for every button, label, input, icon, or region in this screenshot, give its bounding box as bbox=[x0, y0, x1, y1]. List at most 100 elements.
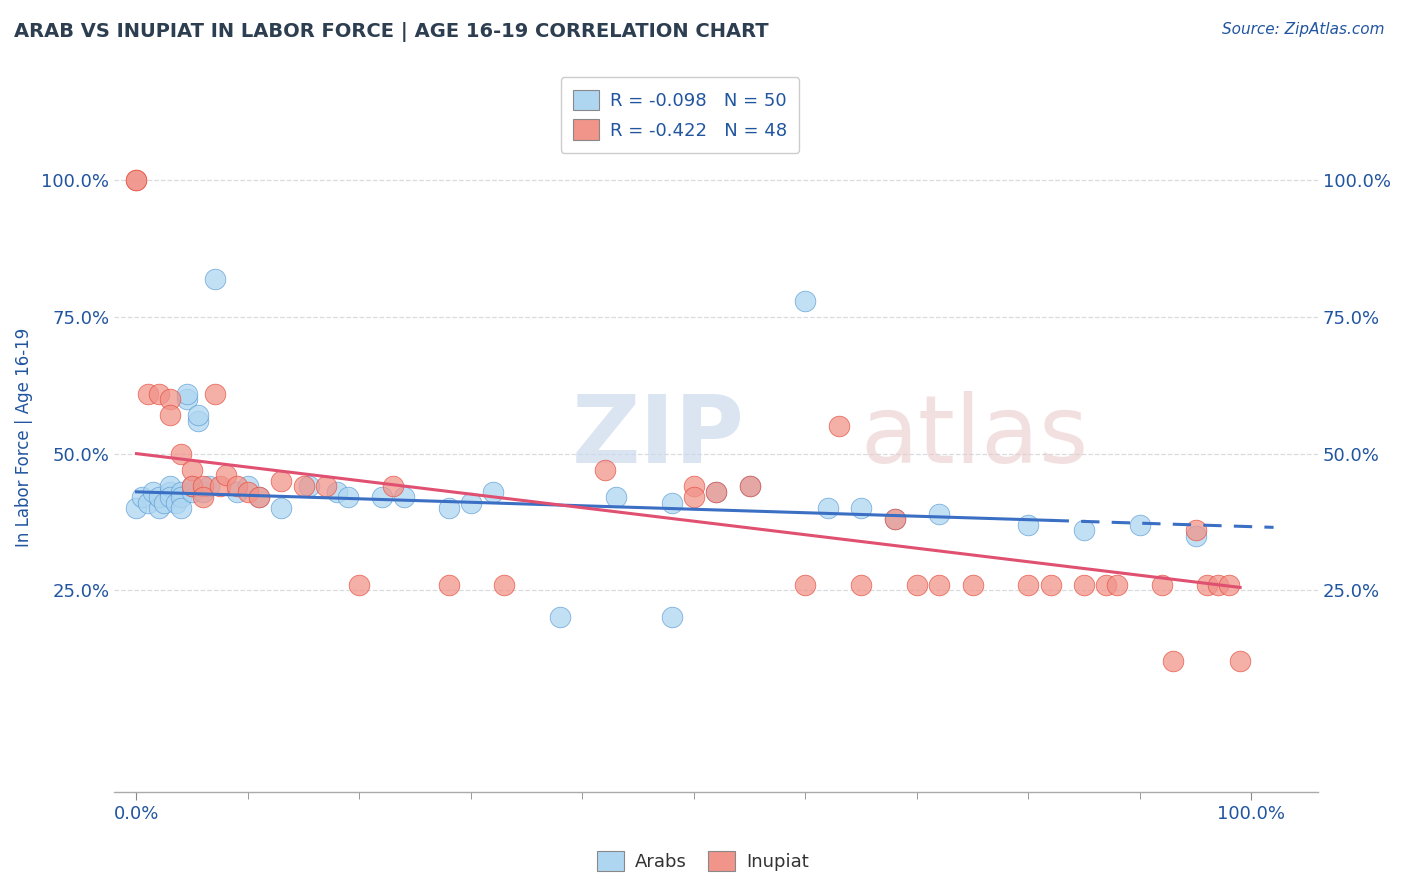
Point bbox=[1218, 578, 1240, 592]
Point bbox=[704, 484, 727, 499]
Point bbox=[159, 479, 181, 493]
Y-axis label: In Labor Force | Age 16-19: In Labor Force | Age 16-19 bbox=[15, 327, 32, 547]
Point bbox=[148, 491, 170, 505]
Legend: Arabs, Inupiat: Arabs, Inupiat bbox=[589, 844, 817, 879]
Point bbox=[247, 491, 270, 505]
Point bbox=[148, 386, 170, 401]
Point bbox=[828, 419, 851, 434]
Point bbox=[1152, 578, 1174, 592]
Point bbox=[125, 173, 148, 187]
Point bbox=[225, 484, 247, 499]
Point bbox=[883, 512, 905, 526]
Point bbox=[170, 501, 193, 516]
Point bbox=[181, 484, 204, 499]
Point bbox=[292, 479, 315, 493]
Point bbox=[187, 414, 209, 428]
Point bbox=[849, 501, 872, 516]
Point bbox=[193, 484, 215, 499]
Point bbox=[661, 610, 683, 624]
Point bbox=[1107, 578, 1129, 592]
Point bbox=[683, 479, 706, 493]
Point bbox=[1184, 528, 1206, 542]
Point bbox=[209, 479, 232, 493]
Point bbox=[298, 479, 321, 493]
Point bbox=[165, 496, 187, 510]
Point bbox=[381, 479, 404, 493]
Point bbox=[170, 447, 193, 461]
Point bbox=[794, 293, 817, 308]
Point bbox=[142, 484, 165, 499]
Point bbox=[928, 507, 950, 521]
Point bbox=[315, 479, 337, 493]
Point bbox=[170, 491, 193, 505]
Point bbox=[661, 496, 683, 510]
Point bbox=[159, 392, 181, 406]
Point bbox=[270, 501, 292, 516]
Point bbox=[494, 578, 516, 592]
Point bbox=[1206, 578, 1229, 592]
Point bbox=[176, 386, 198, 401]
Text: Source: ZipAtlas.com: Source: ZipAtlas.com bbox=[1222, 22, 1385, 37]
Text: ZIP: ZIP bbox=[572, 392, 745, 483]
Point bbox=[704, 484, 727, 499]
Point bbox=[236, 479, 259, 493]
Point bbox=[605, 491, 627, 505]
Point bbox=[159, 409, 181, 423]
Point bbox=[1039, 578, 1062, 592]
Point bbox=[849, 578, 872, 592]
Point bbox=[738, 479, 761, 493]
Point bbox=[1161, 654, 1184, 668]
Point bbox=[392, 491, 415, 505]
Point bbox=[1195, 578, 1218, 592]
Point bbox=[159, 484, 181, 499]
Point bbox=[270, 474, 292, 488]
Point bbox=[131, 491, 153, 505]
Point bbox=[215, 468, 238, 483]
Point bbox=[437, 578, 460, 592]
Point bbox=[593, 463, 616, 477]
Point bbox=[460, 496, 482, 510]
Point bbox=[204, 272, 226, 286]
Point bbox=[437, 501, 460, 516]
Point bbox=[1184, 523, 1206, 537]
Point bbox=[1229, 654, 1251, 668]
Point bbox=[181, 479, 204, 493]
Point bbox=[794, 578, 817, 592]
Point bbox=[136, 496, 159, 510]
Point bbox=[548, 610, 571, 624]
Point bbox=[1017, 578, 1039, 592]
Point bbox=[193, 491, 215, 505]
Point bbox=[326, 484, 349, 499]
Point bbox=[193, 479, 215, 493]
Point bbox=[349, 578, 371, 592]
Point bbox=[159, 491, 181, 505]
Text: atlas: atlas bbox=[860, 392, 1088, 483]
Point bbox=[817, 501, 839, 516]
Point bbox=[176, 392, 198, 406]
Point bbox=[198, 479, 221, 493]
Text: ARAB VS INUPIAT IN LABOR FORCE | AGE 16-19 CORRELATION CHART: ARAB VS INUPIAT IN LABOR FORCE | AGE 16-… bbox=[14, 22, 769, 42]
Point bbox=[125, 173, 148, 187]
Point bbox=[928, 578, 950, 592]
Point bbox=[225, 479, 247, 493]
Point bbox=[1129, 517, 1152, 532]
Point bbox=[371, 491, 394, 505]
Point bbox=[905, 578, 928, 592]
Point bbox=[962, 578, 984, 592]
Point bbox=[181, 479, 204, 493]
Point bbox=[1017, 517, 1039, 532]
Point bbox=[683, 491, 706, 505]
Point bbox=[1095, 578, 1118, 592]
Point bbox=[482, 484, 505, 499]
Point bbox=[148, 501, 170, 516]
Point bbox=[204, 386, 226, 401]
Point bbox=[883, 512, 905, 526]
Point bbox=[1073, 523, 1095, 537]
Point bbox=[153, 496, 176, 510]
Point bbox=[1073, 578, 1095, 592]
Point bbox=[247, 491, 270, 505]
Point bbox=[337, 491, 360, 505]
Point bbox=[125, 501, 148, 516]
Point bbox=[136, 386, 159, 401]
Legend: R = -0.098   N = 50, R = -0.422   N = 48: R = -0.098 N = 50, R = -0.422 N = 48 bbox=[561, 77, 799, 153]
